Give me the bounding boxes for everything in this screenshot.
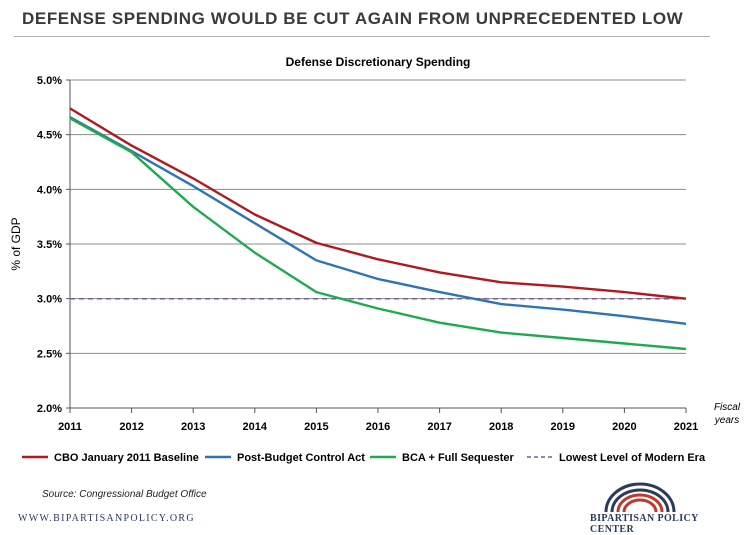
y-tick-label: 4.0% (37, 184, 62, 196)
y-tick-label: 3.5% (37, 239, 62, 251)
chart-title: Defense Discretionary Spending (286, 55, 471, 69)
x-tick-label: 2020 (612, 421, 636, 433)
x-tick-label: 2012 (119, 421, 143, 433)
x-tick-label: 2017 (427, 421, 451, 433)
organization-name: BIPARTISAN POLICY CENTER (590, 513, 699, 535)
x-axis-label: Fiscal (714, 402, 741, 413)
x-tick-label: 2011 (58, 421, 82, 433)
line-chart: Defense Discretionary Spending 2.0% 2.5% 3.… (9, 55, 741, 464)
headline: DEFENSE SPENDING WOULD BE CUT AGAIN FROM… (22, 9, 684, 28)
x-tick-label: 2019 (551, 421, 575, 433)
x-tick-label: 2018 (489, 421, 513, 433)
series-line (69, 116, 687, 325)
source-note: Source: Congressional Budget Office (42, 489, 207, 500)
x-tick-label: 2015 (304, 421, 328, 433)
y-tick-label: 5.0% (37, 75, 62, 87)
y-tick-label: 3.0% (37, 294, 62, 306)
x-tick-label: 2013 (181, 421, 205, 433)
legend-label: Lowest Level of Modern Era (559, 452, 706, 464)
x-tick-label: 2014 (243, 421, 268, 433)
legend-label: CBO January 2011 Baseline (54, 452, 199, 464)
y-tick-label: 2.5% (37, 348, 62, 360)
x-tick-label: 2021 (674, 421, 698, 433)
y-tick-label: 4.5% (37, 130, 62, 142)
x-axis-label: years (714, 415, 739, 426)
y-tick-label: 2.0% (37, 403, 62, 415)
series-line (69, 107, 687, 300)
bpc-logo-icon (604, 482, 676, 513)
legend-label: BCA + Full Sequester (402, 452, 514, 464)
y-axis-label: % of GDP (9, 217, 23, 270)
x-tick-label: 2016 (366, 421, 390, 433)
legend-label: Post-Budget Control Act (237, 452, 365, 464)
header-divider (14, 36, 710, 37)
series-line (69, 117, 687, 351)
website-link[interactable]: WWW.BIPARTISANPOLICY.ORG (18, 513, 195, 524)
